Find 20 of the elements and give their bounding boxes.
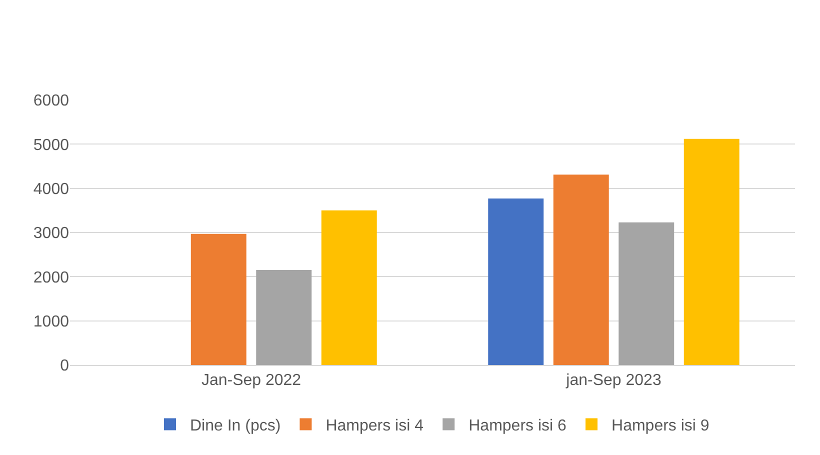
y-tick-label: 6000 bbox=[33, 92, 70, 110]
x-tick-label: Jan-Sep 2022 bbox=[201, 372, 302, 390]
legend-label: Hampers isi 6 bbox=[468, 418, 567, 435]
bar bbox=[618, 222, 674, 365]
bar bbox=[488, 198, 544, 365]
bar bbox=[190, 234, 246, 365]
y-tick-label: 3000 bbox=[33, 225, 70, 242]
y-tick-label: 1000 bbox=[33, 313, 70, 330]
bar bbox=[256, 270, 312, 365]
bar bbox=[553, 174, 609, 365]
legend-label: Hampers isi 9 bbox=[612, 418, 710, 435]
legend-label: Hampers isi 4 bbox=[326, 418, 424, 435]
x-tick-label: jan-Sep 2023 bbox=[565, 372, 662, 390]
y-tick-label: 4000 bbox=[33, 180, 70, 198]
bar bbox=[684, 138, 740, 365]
y-tick-label: 2000 bbox=[33, 269, 70, 286]
legend-label: Dine In (pcs) bbox=[190, 418, 281, 435]
y-tick-label: 5000 bbox=[33, 136, 70, 154]
y-tick-label: 0 bbox=[60, 358, 70, 375]
bar bbox=[321, 210, 377, 365]
